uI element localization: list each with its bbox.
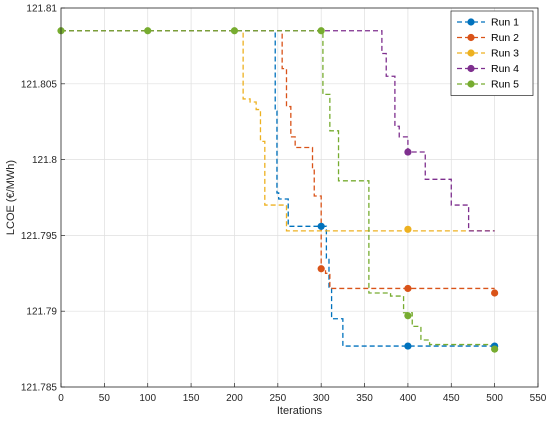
x-tick-label: 400 — [400, 393, 417, 404]
data-point-run-2 — [404, 284, 412, 293]
x-tick-label: 50 — [99, 393, 111, 404]
x-tick-label: 500 — [486, 393, 503, 404]
data-point-run-3 — [404, 225, 412, 233]
y-tick-label: 121.81 — [26, 4, 57, 15]
data-point-run-5 — [404, 312, 412, 320]
legend-marker-run-3 — [467, 49, 475, 57]
x-tick-label: 450 — [443, 393, 460, 404]
data-point-run-1 — [317, 222, 325, 230]
legend-marker-run-2 — [467, 33, 475, 42]
x-axis-label: Iterations — [277, 405, 323, 417]
series-line-run-2 — [61, 30, 495, 290]
data-point-run-5 — [230, 27, 239, 35]
data-point-run-2 — [491, 289, 499, 297]
y-axis-ticks: 121.785 121.79 121.795 121.8 121.805 121.81 — [21, 4, 65, 394]
x-tick-label: 100 — [139, 393, 156, 404]
legend-box — [450, 10, 534, 96]
x-tick-label: 300 — [313, 393, 330, 404]
legend: Run 1 Run 2 Run 3 Run 4 Run 5 — [450, 10, 534, 96]
x-tick-label: 550 — [530, 393, 547, 404]
y-tick-label: 121.8 — [32, 155, 57, 166]
x-tick-label: 0 — [58, 393, 64, 404]
data-point-run-5 — [317, 27, 325, 35]
x-tick-label: 250 — [269, 393, 286, 404]
y-tick-label: 121.785 — [21, 383, 58, 394]
data-point-run-1 — [404, 342, 412, 350]
data-point-run-4 — [404, 148, 412, 156]
legend-label-run-4: Run 4 — [491, 63, 519, 75]
legend-marker-run-5 — [467, 80, 475, 88]
x-tick-label: 150 — [183, 393, 200, 404]
series-line-run-3 — [61, 30, 495, 232]
series-line-run-5 — [61, 30, 496, 347]
legend-marker-run-1 — [467, 18, 475, 26]
data-point-run-2 — [317, 265, 325, 273]
data-point-run-5 — [491, 345, 499, 353]
x-tick-label: 200 — [226, 393, 243, 404]
x-tick-label: 350 — [356, 393, 373, 404]
x-axis-ticks: 0 50 100 150 200 250 300 350 400 450 500 550 — [58, 383, 547, 404]
y-tick-label: 121.795 — [21, 231, 58, 242]
series-markers — [57, 27, 499, 353]
legend-marker-run-4 — [467, 64, 475, 73]
series-line-run-4 — [61, 30, 495, 232]
legend-label-run-3: Run 3 — [491, 48, 519, 60]
legend-label-run-2: Run 2 — [491, 32, 519, 44]
plot-area-frame — [60, 7, 539, 388]
data-point-run-5 — [144, 27, 152, 35]
y-axis-label: LCOE (€/MWh) — [5, 160, 17, 235]
y-tick-label: 121.79 — [26, 307, 57, 318]
legend-label-run-5: Run 5 — [491, 79, 519, 91]
y-tick-label: 121.805 — [21, 79, 58, 90]
legend-label-run-1: Run 1 — [491, 17, 519, 29]
